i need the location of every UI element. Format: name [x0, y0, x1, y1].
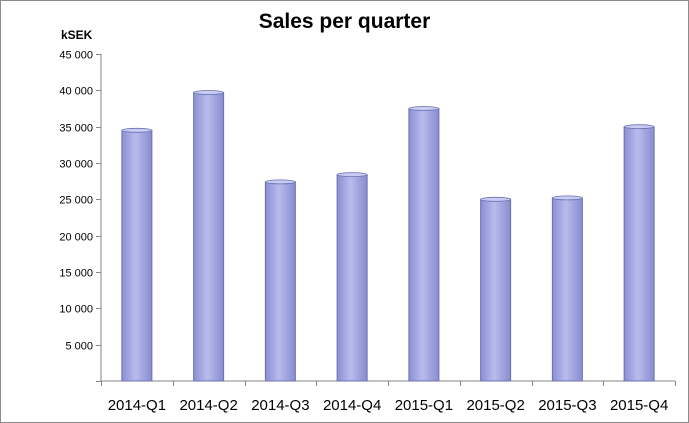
- bar-cap: [480, 196, 512, 202]
- y-axis-ticks: 5 000 10 000 15 000 20 000 25 000 30 000 35 00…: [59, 50, 101, 382]
- bar-2014-Q1: [121, 127, 153, 382]
- bar-cap: [264, 179, 296, 185]
- y-tick-label: 15 000: [59, 268, 93, 280]
- bar: [193, 92, 225, 382]
- x-tick-label: 2015-Q3: [538, 397, 596, 414]
- bar: [121, 129, 153, 382]
- bar: [551, 197, 583, 382]
- bars: [121, 90, 655, 382]
- axes: [100, 54, 675, 382]
- bar: [264, 181, 296, 382]
- x-tick-label: 2014-Q4: [323, 397, 381, 414]
- bar-cap: [551, 195, 583, 201]
- y-tick-label: 30 000: [59, 159, 93, 171]
- y-tick-label: 45 000: [59, 50, 93, 62]
- y-tick-label: 10 000: [59, 304, 93, 316]
- bar: [480, 198, 512, 382]
- y-tick-label: 35 000: [59, 123, 93, 135]
- bar: [408, 108, 440, 382]
- bar-2014-Q2: [193, 90, 225, 382]
- bar: [336, 174, 368, 382]
- x-tick-label: 2015-Q4: [610, 397, 668, 414]
- x-tick-label: 2014-Q3: [251, 397, 309, 414]
- y-tick-label: 40 000: [59, 86, 93, 98]
- y-axis-unit-label: kSEK: [61, 28, 93, 42]
- x-tick-label: 2014-Q2: [179, 397, 237, 414]
- x-tick-label: 2015-Q1: [395, 397, 453, 414]
- bar-cap: [336, 172, 368, 178]
- bar-2015-Q1: [408, 106, 440, 382]
- bar-2015-Q2: [480, 196, 512, 382]
- bar-2014-Q3: [264, 179, 296, 382]
- x-axis-ticks: 2014-Q1 2014-Q2 2014-Q3 2014-Q4 2015-Q1 2015-…: [101, 381, 676, 414]
- x-tick-label: 2015-Q2: [466, 397, 524, 414]
- bar-cap: [623, 124, 655, 130]
- chart-title: Sales per quarter: [258, 10, 431, 33]
- bar: [623, 126, 655, 382]
- bar-2015-Q4: [623, 124, 655, 382]
- bar-2014-Q4: [336, 172, 368, 382]
- y-tick-label: 20 000: [59, 232, 93, 244]
- y-tick-label: 25 000: [59, 195, 93, 207]
- x-tick-label: 2014-Q1: [108, 397, 166, 414]
- bar-cap: [193, 90, 225, 95]
- bar-cap: [408, 106, 440, 111]
- bar-2015-Q3: [551, 195, 583, 382]
- bar-cap: [121, 127, 153, 133]
- y-tick-label: 5 000: [65, 341, 93, 353]
